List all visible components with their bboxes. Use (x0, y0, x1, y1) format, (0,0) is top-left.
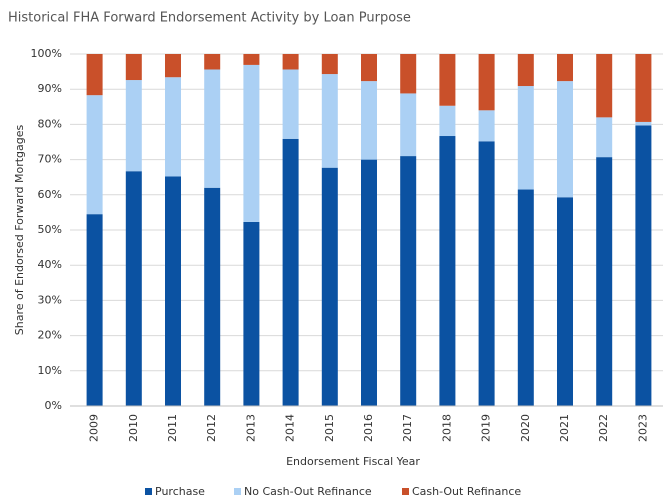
y-tick-label: 100% (31, 47, 62, 60)
bar-segment (557, 54, 573, 82)
bar-segment (204, 69, 221, 188)
bar-segment (400, 54, 417, 94)
legend-swatch (145, 488, 152, 495)
bar-segment (243, 221, 260, 406)
x-tick-label: 2014 (284, 414, 297, 442)
x-tick-label: 2015 (323, 414, 336, 442)
x-tick-label: 2022 (597, 414, 610, 442)
chart-title: Historical FHA Forward Endorsement Activ… (8, 11, 411, 26)
y-tick-label: 70% (38, 153, 62, 166)
bar-segment (517, 54, 534, 87)
bar-segment (478, 54, 495, 111)
bar-segment (125, 54, 142, 81)
x-tick-label: 2017 (401, 414, 414, 442)
bar-segment (86, 214, 103, 406)
y-tick-label: 60% (38, 188, 62, 201)
x-tick-label: 2009 (88, 414, 101, 442)
x-tick-label: 2018 (440, 414, 453, 442)
bar-segment (439, 136, 456, 407)
bar-segment (321, 167, 338, 406)
bar-segment (204, 187, 221, 406)
bar-segment (243, 64, 260, 222)
x-tick-label: 2020 (519, 414, 532, 442)
y-tick-label: 10% (38, 364, 62, 377)
legend-swatch (402, 488, 409, 495)
bar-segment (361, 159, 377, 406)
bar-segment (282, 138, 299, 406)
bar-segment (165, 176, 181, 406)
bar-segment (478, 110, 495, 142)
legend-label: No Cash-Out Refinance (244, 485, 372, 498)
bar-segment (635, 125, 652, 407)
bar-segment (243, 54, 260, 65)
bar-segment (517, 86, 534, 190)
x-tick-label: 2019 (480, 414, 493, 442)
bar-segment (635, 121, 652, 126)
bar-segment (400, 93, 417, 157)
bar-segment (125, 171, 142, 406)
bar-segment (596, 54, 613, 118)
bar-segment (282, 69, 299, 139)
x-tick-label: 2023 (636, 414, 649, 442)
y-tick-label: 50% (38, 223, 62, 236)
bar-segment (361, 81, 377, 160)
bar-segment (125, 80, 142, 172)
y-tick-label: 40% (38, 258, 62, 271)
bar-segment (86, 54, 103, 96)
bar-segment (517, 189, 534, 406)
bar-segment (596, 117, 613, 158)
bar-segment (557, 81, 573, 198)
bar-segment (557, 197, 573, 406)
x-axis-title: Endorsement Fiscal Year (286, 455, 420, 468)
bar-segment (635, 54, 652, 122)
bar-segment (361, 54, 377, 82)
x-tick-label: 2016 (362, 414, 375, 442)
legend-swatch (234, 488, 241, 495)
bar-segment (439, 54, 456, 106)
x-tick-label: 2010 (127, 414, 140, 442)
bar-segment (321, 74, 338, 168)
y-tick-label: 0% (45, 399, 62, 412)
bar-segment (439, 105, 456, 137)
x-tick-label: 2021 (558, 414, 571, 442)
y-tick-label: 80% (38, 117, 62, 130)
y-tick-label: 20% (38, 329, 62, 342)
y-axis-title: Share of Endorsed Forward Mortgages (13, 124, 26, 335)
bar-segment (165, 54, 181, 78)
bar-segment (86, 95, 103, 215)
bar-segment (321, 54, 338, 75)
x-tick-label: 2011 (166, 414, 179, 442)
bar-segment (400, 156, 417, 406)
bar-segment (596, 157, 613, 406)
bar-segment (282, 54, 299, 70)
legend-label: Purchase (155, 485, 205, 498)
y-tick-label: 90% (38, 82, 62, 95)
bar-segment (204, 54, 221, 70)
bar-segment (165, 77, 181, 177)
legend-label: Cash-Out Refinance (412, 485, 521, 498)
bar-segment (478, 141, 495, 406)
x-tick-label: 2012 (205, 414, 218, 442)
x-tick-label: 2013 (244, 414, 257, 442)
y-tick-label: 30% (38, 293, 62, 306)
